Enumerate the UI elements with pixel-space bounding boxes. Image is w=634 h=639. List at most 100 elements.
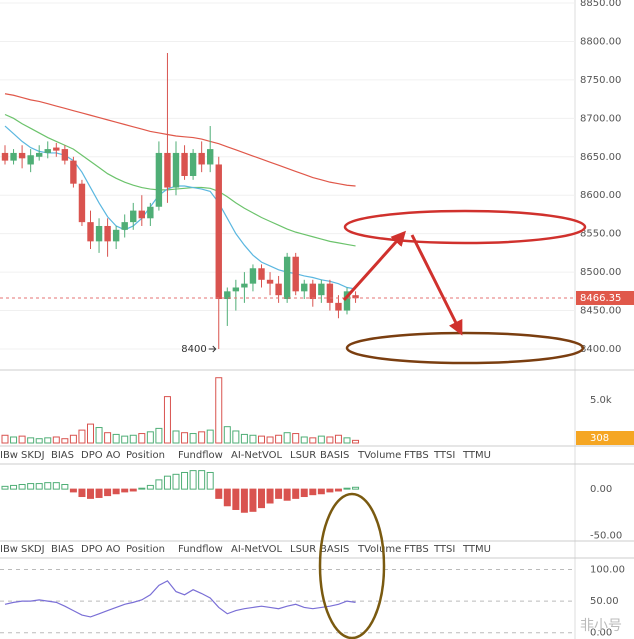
- indicator-tab[interactable]: FTBS: [404, 450, 429, 461]
- indicator-tab[interactable]: TTMU: [462, 544, 491, 555]
- indicator-tab[interactable]: BIAS: [51, 450, 74, 461]
- histogram-bar: [181, 471, 189, 490]
- candle-body: [121, 222, 128, 230]
- histogram-bar: [300, 488, 308, 498]
- volume-bar: [326, 436, 334, 444]
- oscillator-tick-label: 100.00: [590, 564, 625, 575]
- candle-body: [241, 283, 248, 288]
- indicator-tab[interactable]: BIAS: [51, 544, 74, 555]
- indicator-tab[interactable]: IBw: [0, 450, 18, 461]
- volume-bar: [104, 432, 112, 444]
- volume-bar: [35, 438, 43, 444]
- volume-bar: [223, 426, 231, 444]
- volume-bar: [317, 435, 325, 444]
- candle-body: [249, 268, 257, 284]
- last-price-box: [576, 290, 634, 305]
- indicator-tab[interactable]: Fundflow: [178, 544, 223, 555]
- candle-body: [283, 256, 291, 300]
- candle-body: [309, 283, 316, 300]
- annotation-ellipse: [345, 331, 585, 365]
- candle-body: [10, 152, 17, 161]
- histogram-bar: [240, 488, 248, 513]
- candle-body: [61, 149, 69, 161]
- candle-body: [352, 295, 359, 299]
- indicator-tab[interactable]: AI-NetVOL: [231, 544, 282, 555]
- indicator-tab[interactable]: LSUR: [290, 450, 316, 461]
- indicator-tab[interactable]: TVolume: [357, 450, 401, 461]
- histogram-bar: [258, 488, 265, 509]
- histogram-bar: [129, 488, 137, 492]
- candle-body: [78, 183, 86, 223]
- histogram-bar: [232, 488, 240, 510]
- volume-bar: [300, 436, 308, 444]
- histogram-bar: [52, 482, 60, 490]
- indicator-tab[interactable]: BASIS: [320, 544, 349, 555]
- histogram-bar: [61, 484, 69, 490]
- histogram-bar: [87, 488, 94, 499]
- oscillator-line: [4, 580, 356, 618]
- volume-bar: [181, 432, 189, 444]
- y-tick-label: 8700.00: [580, 113, 621, 124]
- volume-bar: [138, 433, 146, 444]
- annotation-arrow: [342, 230, 407, 302]
- indicator-tab[interactable]: AO: [106, 544, 121, 555]
- y-tick-label: 8400.00: [580, 344, 621, 355]
- y-tick-label: 8850.00: [580, 0, 621, 9]
- volume-bar: [258, 435, 265, 444]
- candle-body: [326, 283, 334, 303]
- last-price-label: 8466.35: [580, 293, 621, 304]
- histogram-bar: [163, 475, 171, 490]
- volume-bar: [206, 429, 214, 444]
- indicator-tab[interactable]: TTSI: [433, 450, 455, 461]
- histogram-bar: [215, 488, 223, 499]
- volume-bar: [198, 431, 206, 444]
- indicator-tab[interactable]: FTBS: [404, 544, 429, 555]
- moving-average: [4, 113, 356, 247]
- candle-body: [215, 164, 222, 300]
- indicator-tab[interactable]: SKDJ: [21, 544, 45, 555]
- histogram-bar: [206, 471, 214, 490]
- volume-bar: [10, 436, 18, 444]
- volume-bar: [249, 434, 257, 444]
- histogram-bar: [104, 488, 112, 497]
- histogram-bar: [198, 470, 206, 490]
- indicator-tab[interactable]: IBw: [0, 544, 18, 555]
- indicator-tab[interactable]: TTSI: [433, 544, 455, 555]
- volume-bar: [146, 431, 154, 444]
- indicator-tab[interactable]: SKDJ: [21, 450, 45, 461]
- indicator-tab[interactable]: AO: [106, 450, 121, 461]
- candle-body: [70, 160, 77, 184]
- indicator-tab[interactable]: AI-NetVOL: [231, 450, 282, 461]
- histogram-bar: [223, 488, 231, 507]
- candle-body: [87, 222, 94, 242]
- volume-bar: [155, 427, 163, 444]
- histogram-bar: [326, 488, 334, 493]
- indicator-tab[interactable]: TTMU: [462, 450, 491, 461]
- indicator-tab[interactable]: Position: [126, 544, 165, 555]
- indicator-tab[interactable]: BASIS: [320, 450, 349, 461]
- indicator-tab[interactable]: DPO: [81, 544, 103, 555]
- candle-body: [104, 225, 111, 242]
- candle-body: [318, 283, 325, 296]
- indicator-tab[interactable]: LSUR: [290, 544, 316, 555]
- histogram-bar: [95, 488, 103, 498]
- indicator-tab[interactable]: Position: [126, 450, 165, 461]
- volume-bar: [95, 427, 103, 444]
- y-tick-label: 8600.00: [580, 190, 621, 201]
- indicator-tab[interactable]: TVolume: [357, 544, 401, 555]
- candle-body: [335, 302, 342, 311]
- histogram-tick-label: -50.00: [590, 530, 622, 541]
- volume-bar: [232, 430, 240, 444]
- candle-body: [224, 291, 231, 300]
- histogram-bar: [78, 488, 86, 498]
- volume-last-box: [576, 431, 634, 445]
- y-tick-label: 8500.00: [580, 267, 621, 278]
- volume-bar: [343, 437, 351, 444]
- indicator-tab[interactable]: DPO: [81, 450, 103, 461]
- indicator-tab[interactable]: Fundflow: [178, 450, 223, 461]
- volume-bar: [27, 437, 35, 444]
- volume-bar: [52, 436, 60, 444]
- volume-bar: [87, 423, 94, 444]
- candle-body: [189, 152, 197, 176]
